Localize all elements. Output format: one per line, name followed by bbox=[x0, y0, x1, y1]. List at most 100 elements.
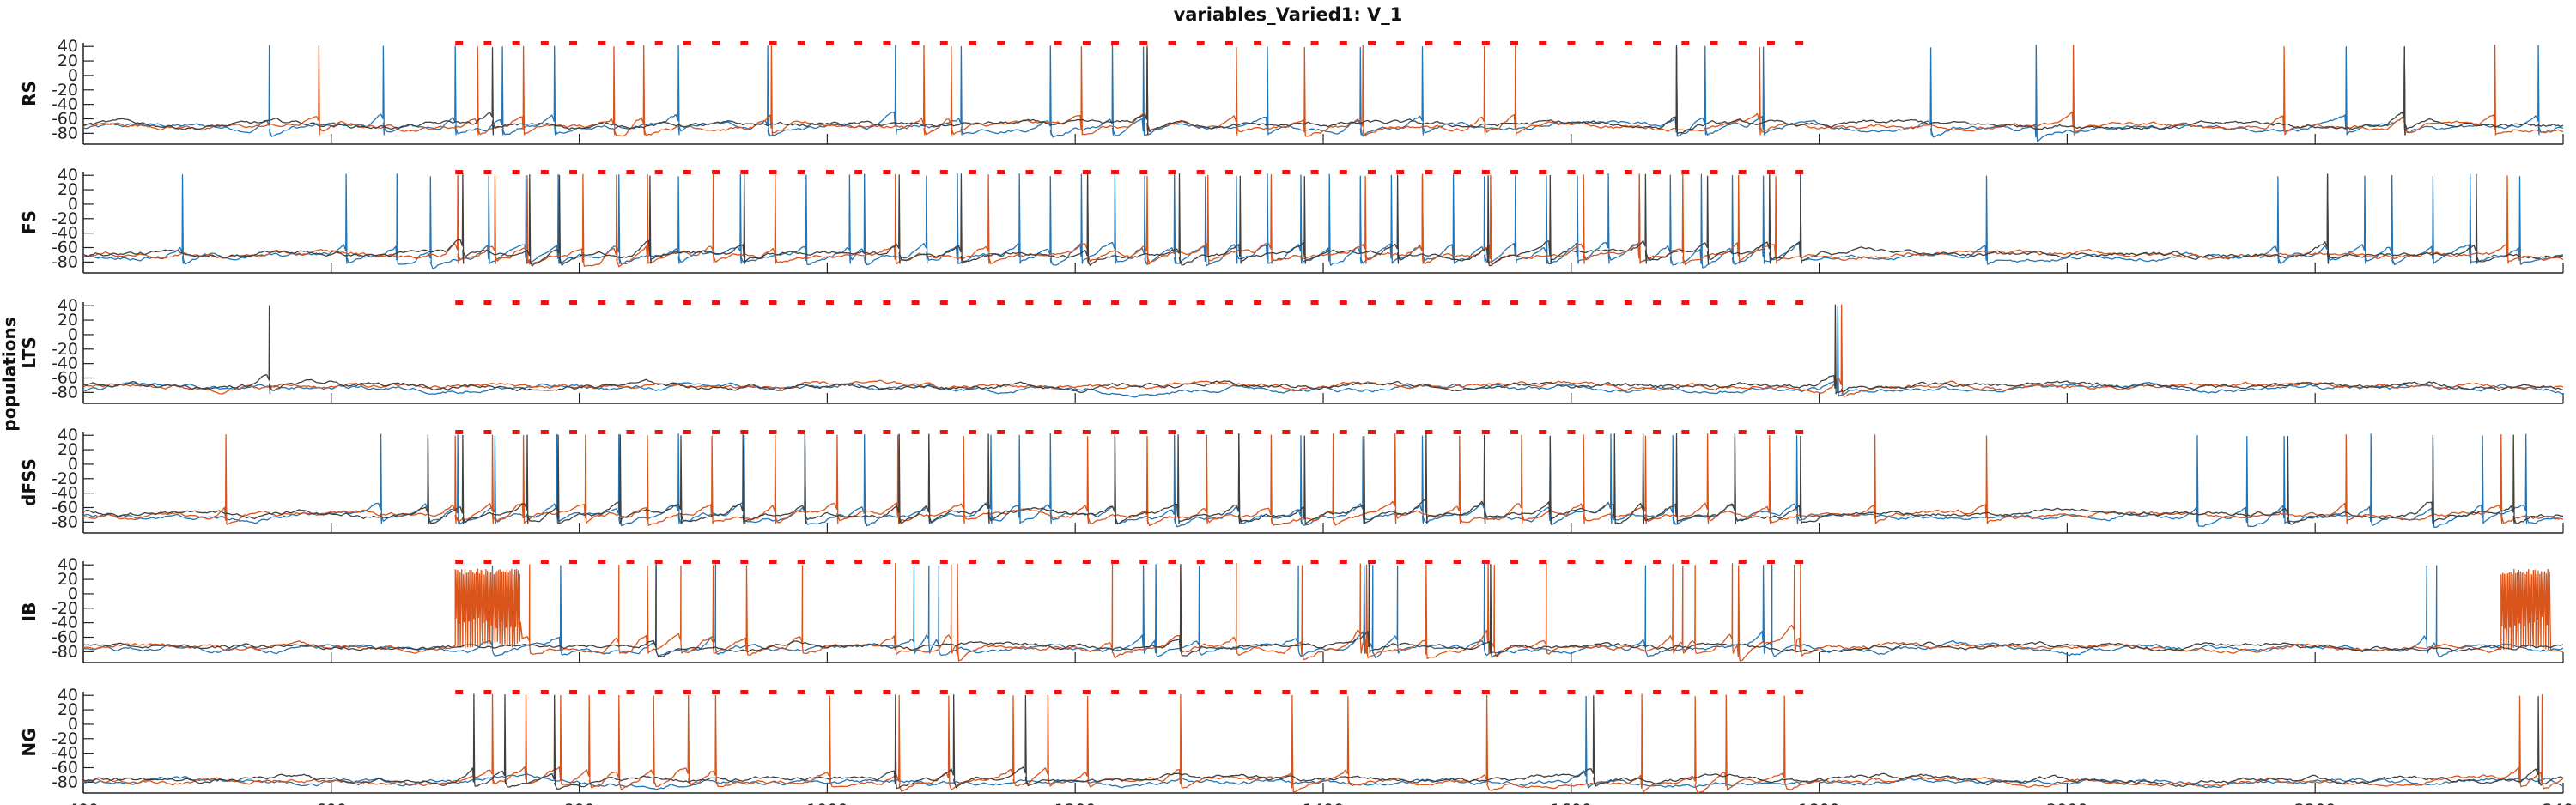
stimulus-marker bbox=[997, 690, 1005, 694]
stimulus-marker bbox=[1224, 560, 1233, 564]
stimulus-marker bbox=[1510, 170, 1519, 174]
stimulus-marker bbox=[1738, 430, 1747, 434]
stimulus-marker bbox=[1168, 690, 1176, 694]
stimulus-marker bbox=[1339, 41, 1347, 45]
stimulus-marker bbox=[483, 41, 492, 45]
stimulus-marker bbox=[1766, 300, 1775, 305]
stimulus-marker bbox=[1367, 430, 1376, 434]
stimulus-marker bbox=[939, 560, 948, 564]
stimulus-marker bbox=[797, 300, 805, 305]
stimulus-marker bbox=[1481, 430, 1490, 434]
stimulus-marker bbox=[1025, 41, 1034, 45]
stimulus-marker bbox=[1367, 300, 1376, 305]
stimulus-marker bbox=[1196, 430, 1205, 434]
y-tick-label: -80 bbox=[52, 252, 78, 271]
stimulus-marker bbox=[1054, 560, 1062, 564]
x-tick-label: 1600 bbox=[1551, 801, 1592, 805]
stimulus-marker bbox=[1539, 560, 1547, 564]
y-tick-label: -40 bbox=[52, 224, 78, 243]
stimulus-marker bbox=[1453, 690, 1461, 694]
y-tick-label: 0 bbox=[68, 455, 78, 474]
stimulus-marker bbox=[1139, 690, 1148, 694]
stimulus-marker bbox=[1795, 690, 1804, 694]
stimulus-marker bbox=[1196, 690, 1205, 694]
stimulus-marker bbox=[1795, 170, 1804, 174]
stimulus-marker bbox=[1653, 170, 1662, 174]
stimulus-marker bbox=[626, 690, 635, 694]
stimulus-marker bbox=[1710, 41, 1718, 45]
stimulus-marker bbox=[1710, 300, 1718, 305]
stimulus-marker bbox=[1025, 170, 1034, 174]
stimulus-marker bbox=[1111, 170, 1120, 174]
stimulus-marker bbox=[1595, 430, 1604, 434]
stimulus-marker bbox=[939, 430, 948, 434]
panel-label: FS bbox=[19, 210, 39, 234]
stimulus-marker bbox=[512, 300, 520, 305]
stimulus-marker bbox=[797, 560, 805, 564]
x-tick-label: 1400 bbox=[1303, 801, 1344, 805]
stimulus-marker bbox=[969, 300, 977, 305]
stimulus-marker bbox=[1624, 41, 1632, 45]
trace-series-1 bbox=[82, 172, 2564, 270]
stimulus-marker bbox=[626, 560, 635, 564]
stimulus-marker bbox=[1624, 560, 1632, 564]
trace-series-2 bbox=[82, 433, 2564, 527]
stimulus-marker bbox=[1367, 170, 1376, 174]
trace-series-1 bbox=[82, 695, 2564, 790]
stimulus-marker bbox=[1453, 430, 1461, 434]
stimulus-marker bbox=[1653, 560, 1662, 564]
stimulus-marker bbox=[1567, 560, 1576, 564]
stimulus-marker bbox=[1595, 170, 1604, 174]
stimulus-marker bbox=[512, 430, 520, 434]
stimulus-marker bbox=[1425, 560, 1433, 564]
stimulus-marker bbox=[1082, 41, 1091, 45]
stimulus-marker bbox=[1681, 690, 1690, 694]
stimulus-marker bbox=[1168, 41, 1176, 45]
stimulus-marker bbox=[683, 560, 691, 564]
stimulus-marker bbox=[1453, 41, 1461, 45]
stimulus-marker bbox=[854, 560, 863, 564]
stimulus-marker bbox=[483, 560, 492, 564]
stimulus-marker bbox=[712, 560, 720, 564]
stimulus-marker bbox=[540, 41, 549, 45]
trace-series-3 bbox=[82, 304, 2564, 395]
stimulus-marker bbox=[1282, 560, 1291, 564]
stimulus-marker bbox=[1054, 41, 1062, 45]
stimulus-marker bbox=[1510, 690, 1519, 694]
stimulus-marker bbox=[1254, 170, 1262, 174]
x-tick-label: 2200 bbox=[2294, 801, 2336, 805]
stimulus-marker bbox=[1310, 430, 1319, 434]
stimulus-marker bbox=[939, 170, 948, 174]
stimulus-marker bbox=[1624, 170, 1632, 174]
stimulus-marker bbox=[1025, 690, 1034, 694]
stimulus-marker bbox=[1310, 41, 1319, 45]
stimulus-marker bbox=[1738, 170, 1747, 174]
y-tick-label: 40 bbox=[58, 555, 78, 574]
stimulus-marker bbox=[1310, 300, 1319, 305]
stimulus-marker bbox=[1396, 690, 1405, 694]
stimulus-marker bbox=[740, 300, 749, 305]
stimulus-marker bbox=[1196, 41, 1205, 45]
y-tick-label: 20 bbox=[58, 570, 78, 589]
trace-series-3 bbox=[82, 172, 2564, 267]
stimulus-marker bbox=[598, 560, 606, 564]
stimulus-marker bbox=[654, 560, 663, 564]
stimulus-marker bbox=[1339, 300, 1347, 305]
stimulus-marker bbox=[1710, 690, 1718, 694]
y-tick-label: 40 bbox=[58, 426, 78, 445]
stimulus-marker bbox=[740, 170, 749, 174]
panel-label: IB bbox=[19, 602, 39, 622]
y-tick-label: -20 bbox=[52, 729, 78, 748]
stimulus-marker bbox=[1196, 170, 1205, 174]
y-tick-label: 20 bbox=[58, 180, 78, 199]
stimulus-marker bbox=[1766, 170, 1775, 174]
y-tick-label: 0 bbox=[68, 584, 78, 603]
stimulus-marker bbox=[1510, 430, 1519, 434]
stimulus-marker bbox=[854, 41, 863, 45]
trace-series-2 bbox=[82, 173, 2564, 268]
stimulus-marker bbox=[769, 690, 777, 694]
stimulus-marker bbox=[1254, 690, 1262, 694]
stimulus-marker bbox=[455, 690, 464, 694]
